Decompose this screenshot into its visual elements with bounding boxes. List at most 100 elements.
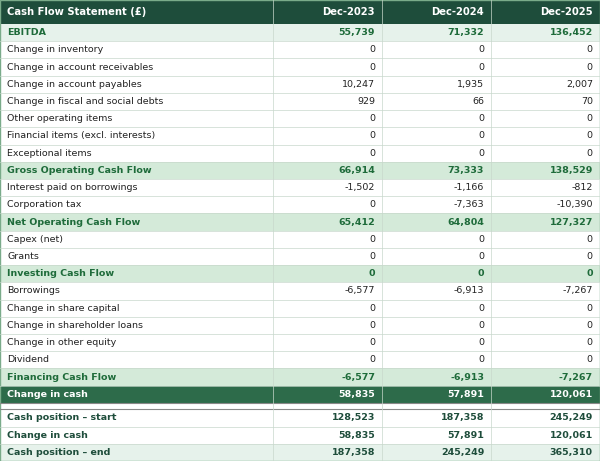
- Text: 55,739: 55,739: [338, 28, 375, 37]
- Text: 0: 0: [587, 131, 593, 141]
- Bar: [0, 127, 600, 145]
- Text: Change in cash: Change in cash: [7, 431, 88, 440]
- Text: 0: 0: [369, 252, 375, 261]
- Text: -6,913: -6,913: [454, 286, 484, 296]
- Text: 0: 0: [587, 63, 593, 71]
- Bar: [0, 334, 600, 351]
- Text: 71,332: 71,332: [448, 28, 484, 37]
- Text: 245,249: 245,249: [441, 448, 484, 457]
- Text: 120,061: 120,061: [550, 390, 593, 399]
- Text: 0: 0: [369, 355, 375, 364]
- Bar: [0, 24, 600, 41]
- Text: 0: 0: [587, 148, 593, 158]
- Text: 0: 0: [587, 355, 593, 364]
- Text: Cash Flow Statement (£): Cash Flow Statement (£): [7, 7, 146, 17]
- Text: 0: 0: [369, 235, 375, 244]
- Text: 64,804: 64,804: [448, 218, 484, 226]
- Text: Dec-2025: Dec-2025: [540, 7, 593, 17]
- Text: 57,891: 57,891: [448, 390, 484, 399]
- Text: Change in inventory: Change in inventory: [7, 45, 103, 54]
- Text: 136,452: 136,452: [550, 28, 593, 37]
- Bar: [0, 162, 600, 179]
- Text: Exceptional items: Exceptional items: [7, 148, 92, 158]
- Text: 0: 0: [369, 131, 375, 141]
- Text: 120,061: 120,061: [550, 431, 593, 440]
- Text: 0: 0: [478, 269, 484, 278]
- Text: 0: 0: [369, 201, 375, 209]
- Text: Gross Operating Cash Flow: Gross Operating Cash Flow: [7, 166, 152, 175]
- Text: EBITDA: EBITDA: [7, 28, 46, 37]
- Text: 0: 0: [478, 131, 484, 141]
- Text: 0: 0: [587, 114, 593, 123]
- Text: Change in other equity: Change in other equity: [7, 338, 116, 347]
- Bar: [382, 0, 491, 24]
- Text: Dividend: Dividend: [7, 355, 49, 364]
- Bar: [0, 41, 600, 59]
- Text: Financial items (excl. interests): Financial items (excl. interests): [7, 131, 155, 141]
- Text: 0: 0: [369, 45, 375, 54]
- Text: 0: 0: [369, 304, 375, 313]
- Text: 187,358: 187,358: [331, 448, 375, 457]
- Bar: [273, 0, 382, 24]
- Bar: [0, 351, 600, 368]
- Text: 70: 70: [581, 97, 593, 106]
- Text: 0: 0: [587, 235, 593, 244]
- Text: Change in account receivables: Change in account receivables: [7, 63, 154, 71]
- Text: 0: 0: [478, 304, 484, 313]
- Text: 0: 0: [478, 321, 484, 330]
- Text: 0: 0: [369, 114, 375, 123]
- Text: 0: 0: [478, 235, 484, 244]
- Text: Interest paid on borrowings: Interest paid on borrowings: [7, 183, 138, 192]
- Bar: [0, 179, 600, 196]
- Text: Dec-2024: Dec-2024: [431, 7, 484, 17]
- Text: 0: 0: [586, 269, 593, 278]
- Text: 65,412: 65,412: [338, 218, 375, 226]
- Bar: [0, 426, 600, 444]
- Text: Change in cash: Change in cash: [7, 390, 88, 399]
- Text: 0: 0: [587, 321, 593, 330]
- Text: 0: 0: [478, 338, 484, 347]
- Text: 0: 0: [587, 304, 593, 313]
- Text: -6,577: -6,577: [341, 372, 375, 382]
- Text: Investing Cash Flow: Investing Cash Flow: [7, 269, 115, 278]
- Bar: [0, 230, 600, 248]
- Text: Financing Cash Flow: Financing Cash Flow: [7, 372, 116, 382]
- Text: 2,007: 2,007: [566, 80, 593, 89]
- Text: Change in share capital: Change in share capital: [7, 304, 120, 313]
- Text: 0: 0: [478, 355, 484, 364]
- Bar: [0, 317, 600, 334]
- Text: 929: 929: [357, 97, 375, 106]
- Text: Dec-2023: Dec-2023: [323, 7, 375, 17]
- Text: 0: 0: [587, 338, 593, 347]
- Text: Change in account payables: Change in account payables: [7, 80, 142, 89]
- Text: 0: 0: [369, 148, 375, 158]
- Text: Corporation tax: Corporation tax: [7, 201, 82, 209]
- Text: -6,913: -6,913: [450, 372, 484, 382]
- Text: -6,577: -6,577: [344, 286, 375, 296]
- Text: Other operating items: Other operating items: [7, 114, 113, 123]
- Bar: [0, 300, 600, 317]
- Text: 10,247: 10,247: [342, 80, 375, 89]
- Bar: [491, 0, 600, 24]
- Text: 365,310: 365,310: [550, 448, 593, 457]
- Bar: [0, 0, 273, 24]
- Text: 57,891: 57,891: [448, 431, 484, 440]
- Text: Capex (net): Capex (net): [7, 235, 63, 244]
- Text: 0: 0: [369, 63, 375, 71]
- Bar: [0, 248, 600, 265]
- Bar: [0, 76, 600, 93]
- Text: 66,914: 66,914: [338, 166, 375, 175]
- Text: 0: 0: [478, 45, 484, 54]
- Bar: [0, 265, 600, 282]
- Bar: [0, 403, 600, 409]
- Bar: [0, 444, 600, 461]
- Bar: [0, 145, 600, 162]
- Text: 0: 0: [478, 148, 484, 158]
- Text: -10,390: -10,390: [556, 201, 593, 209]
- Text: 73,333: 73,333: [448, 166, 484, 175]
- Bar: [0, 282, 600, 300]
- Text: -7,267: -7,267: [559, 372, 593, 382]
- Bar: [0, 213, 600, 230]
- Text: -1,166: -1,166: [454, 183, 484, 192]
- Text: 0: 0: [369, 338, 375, 347]
